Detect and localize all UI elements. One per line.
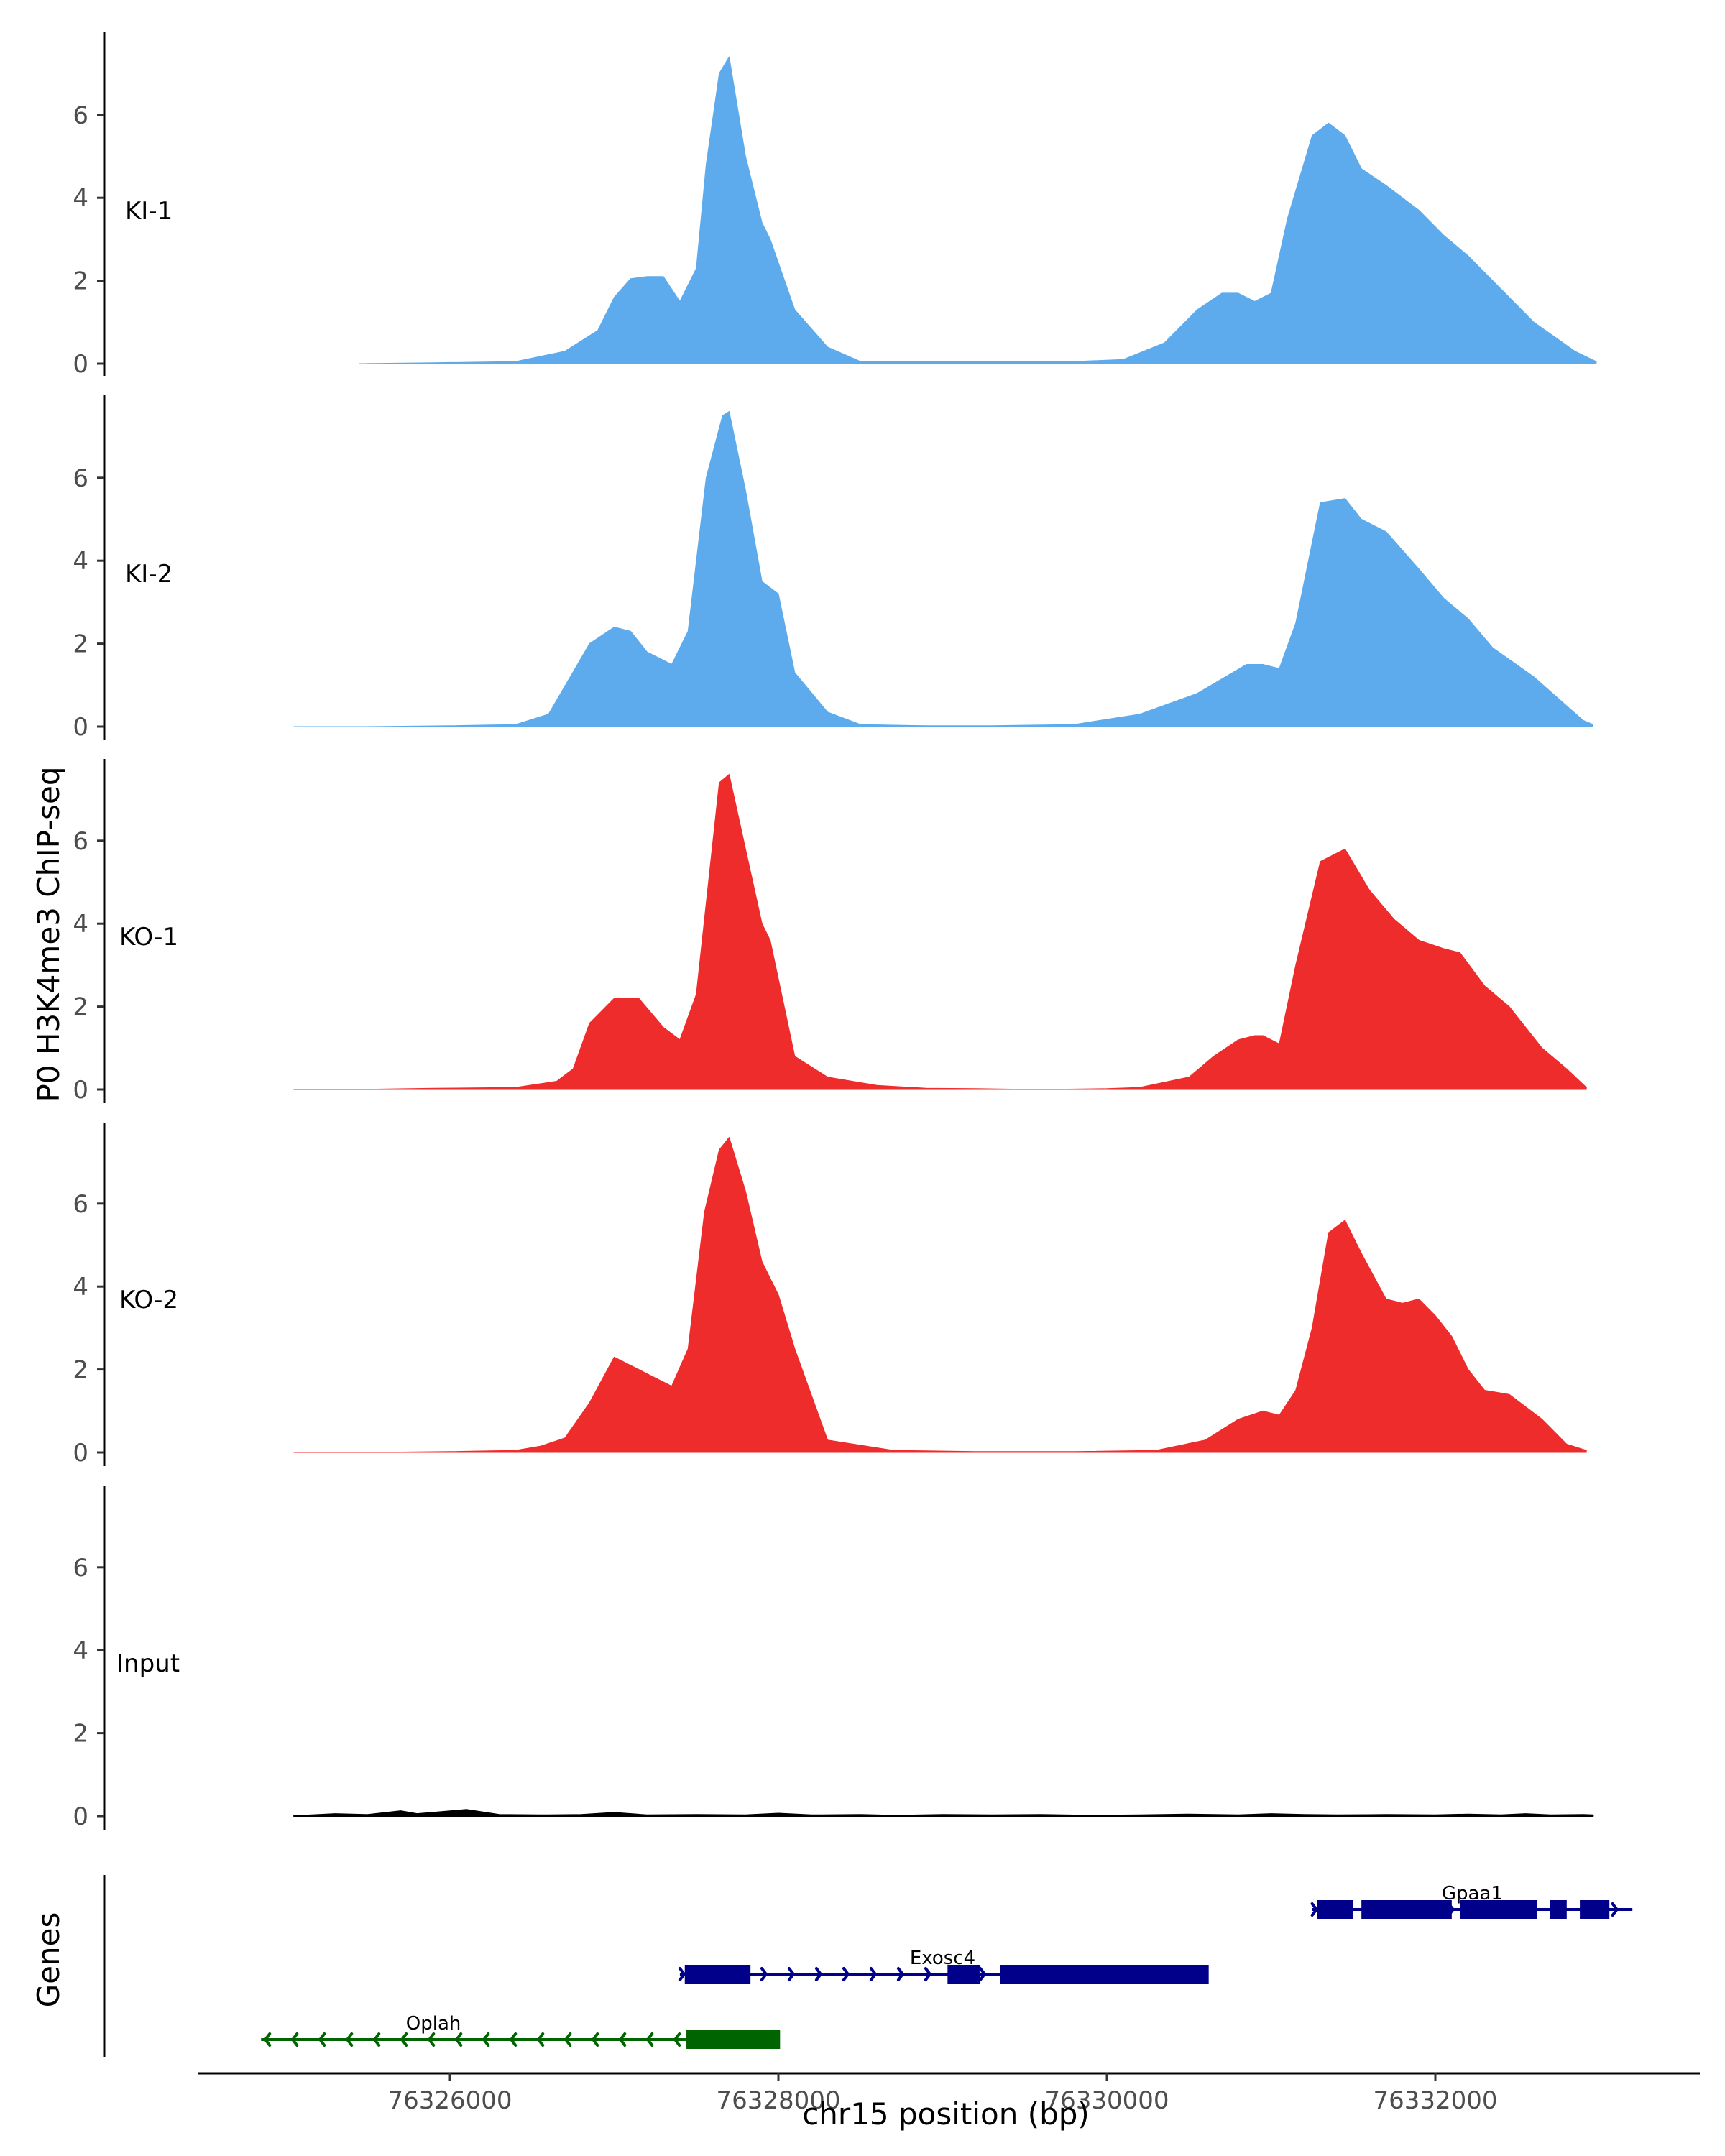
gene-exon <box>947 1965 981 1984</box>
strand-arrow-icon <box>760 1967 768 1981</box>
gene-label-oplah: Oplah <box>406 2013 461 2035</box>
strand-arrow-icon <box>482 2032 490 2047</box>
y-axis-title: P0 H3K4me3 ChIP-seq <box>31 766 66 1102</box>
y-tick-label: 2 <box>73 630 88 659</box>
gene-exon <box>1580 1900 1610 1919</box>
strand-arrow-icon <box>869 1967 877 1981</box>
strand-arrow-icon <box>564 2032 572 2047</box>
strand-arrow-icon <box>264 2032 272 2047</box>
coverage-tracks: 0 2 4 6 KI-1 0 2 4 6 KI-2 0 2 4 6 KO-1 0 2 4 6 KO-2 0 2 4 6 Inpu… <box>73 32 1597 1831</box>
signal-area-input <box>293 1809 1594 1817</box>
track-input: 0 2 4 6 Input <box>73 1486 1594 1831</box>
strand-arrow-icon <box>1310 1902 1318 1917</box>
gene-exon <box>1317 1900 1353 1919</box>
strand-arrow-icon <box>673 2032 681 2047</box>
strand-arrow-icon <box>373 2032 381 2047</box>
strand-arrow-icon <box>978 1967 986 1981</box>
gene-annotation-panel: Gpaa1 Exosc4 Oplah <box>103 1875 1633 2057</box>
y-tick-label: 0 <box>73 1439 88 1468</box>
strand-arrow-icon <box>510 2032 518 2047</box>
strand-arrow-icon <box>619 2032 627 2047</box>
x-tick-label: 76326000 <box>387 2086 512 2115</box>
gene-exosc4: Exosc4 <box>678 1948 1209 1984</box>
strand-arrow-icon <box>291 2032 299 2047</box>
track-label-ki-2: KI-2 <box>125 560 172 589</box>
x-axis: 76326000 76328000 76330000 76332000 <box>198 2072 1700 2115</box>
y-tick-label: 0 <box>73 1076 88 1105</box>
x-axis-title: chr15 position (bp) <box>802 2096 1090 2132</box>
gene-label-gpaa1: Gpaa1 <box>1442 1883 1503 1904</box>
strand-arrow-icon <box>896 1967 904 1981</box>
signal-area-ko-1 <box>293 774 1587 1090</box>
track-ki-2: 0 2 4 6 KI-2 <box>73 395 1593 742</box>
track-label-ko-1: KO-1 <box>119 923 178 952</box>
y-tick-label: 4 <box>73 547 88 576</box>
y-tick-label: 6 <box>73 1190 88 1219</box>
strand-arrow-icon <box>646 2032 654 2047</box>
y-tick-label: 2 <box>73 1356 88 1385</box>
strand-arrow-icon <box>924 1967 932 1981</box>
strand-arrow-icon <box>678 1967 686 1981</box>
y-tick-label: 4 <box>73 184 88 213</box>
y-tick-label: 4 <box>73 1273 88 1302</box>
y-tick-label: 6 <box>73 101 88 130</box>
signal-area-ko-2 <box>293 1137 1587 1453</box>
strand-arrow-icon <box>346 2032 354 2047</box>
strand-arrow-icon <box>318 2032 326 2047</box>
y-tick-label: 0 <box>73 350 88 379</box>
y-tick-label: 2 <box>73 267 88 296</box>
strand-arrow-icon <box>455 2032 463 2047</box>
gene-exon <box>1361 1900 1452 1919</box>
y-tick-label: 0 <box>73 713 88 742</box>
x-tick-label: 76330000 <box>1044 2086 1169 2115</box>
y-tick-label: 4 <box>73 910 88 939</box>
genes-axis-title: Genes <box>31 1912 66 2008</box>
strand-arrow-icon <box>1611 1902 1619 1917</box>
gene-exon <box>686 2030 781 2049</box>
signal-area-ki-1 <box>359 56 1597 364</box>
x-tick-label: 76328000 <box>716 2086 840 2115</box>
track-ko-2: 0 2 4 6 KO-2 <box>73 1123 1587 1468</box>
strand-arrow-icon <box>592 2032 599 2047</box>
x-tick-label: 76332000 <box>1373 2086 1497 2115</box>
y-tick-label: 0 <box>73 1802 88 1831</box>
track-ki-1: 0 2 4 6 KI-1 <box>73 32 1597 379</box>
track-label-input: Input <box>116 1649 180 1678</box>
track-ko-1: 0 2 4 6 KO-1 <box>73 759 1587 1105</box>
strand-arrow-icon <box>787 1967 795 1981</box>
strand-arrow-icon <box>842 1967 850 1981</box>
gene-exon <box>1460 1900 1537 1919</box>
y-tick-label: 6 <box>73 1554 88 1583</box>
gene-gpaa1: Gpaa1 <box>1310 1883 1633 1919</box>
y-tick-label: 2 <box>73 993 88 1022</box>
y-tick-label: 6 <box>73 464 88 493</box>
gene-exon <box>1000 1965 1209 1984</box>
track-label-ko-2: KO-2 <box>119 1286 178 1314</box>
strand-arrow-icon <box>428 2032 436 2047</box>
y-tick-label: 2 <box>73 1720 88 1749</box>
signal-area-ki-2 <box>293 411 1593 727</box>
gene-label-exosc4: Exosc4 <box>910 1948 975 1969</box>
strand-arrow-icon <box>400 2032 408 2047</box>
track-label-ki-1: KI-1 <box>125 197 172 226</box>
strand-arrow-icon <box>537 2032 545 2047</box>
strand-arrow-icon <box>814 1967 822 1981</box>
gene-exon <box>1550 1900 1567 1919</box>
gene-oplah: Oplah <box>261 2013 781 2049</box>
y-tick-label: 6 <box>73 827 88 856</box>
gene-exon <box>684 1965 751 1984</box>
y-tick-label: 4 <box>73 1636 88 1665</box>
